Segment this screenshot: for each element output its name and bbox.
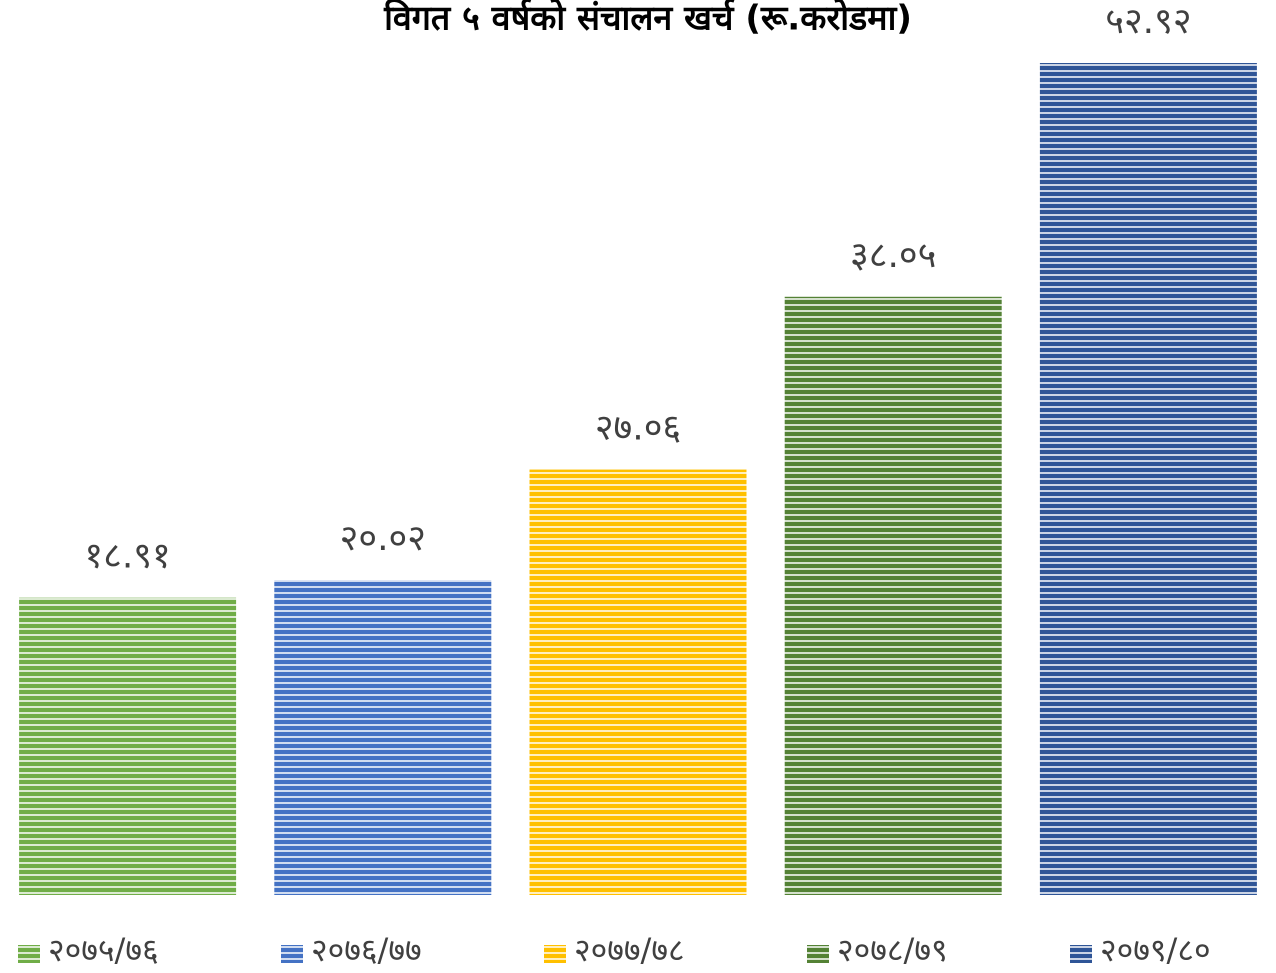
legend-swatch <box>1070 945 1092 963</box>
value-label: ३८.०५ <box>850 235 936 276</box>
legend-label: २०७९/८० <box>1100 931 1211 969</box>
legend-label: २०७६/७७ <box>311 931 422 969</box>
value-label: २०.०२ <box>340 518 426 559</box>
legend-swatch <box>18 945 40 963</box>
bar <box>529 469 747 895</box>
legend-swatch <box>281 945 303 963</box>
legend-label: २०७५/७६ <box>48 931 159 969</box>
bar <box>19 597 237 895</box>
legend-swatch <box>544 945 566 963</box>
legend-swatch <box>807 945 829 963</box>
value-label: २७.०६ <box>595 408 681 449</box>
chart-title: विगत ५ वर्षको संचालन खर्च (रू.करोडमा) <box>383 0 912 39</box>
value-label: ५२.९२ <box>1105 1 1191 42</box>
bar <box>274 580 492 895</box>
legend-label: २०७८/७९ <box>837 931 948 969</box>
bar <box>1039 63 1257 895</box>
legend-label: २०७७/७८ <box>574 931 685 969</box>
value-label: १८.९१ <box>84 536 170 577</box>
bar <box>784 296 1002 895</box>
